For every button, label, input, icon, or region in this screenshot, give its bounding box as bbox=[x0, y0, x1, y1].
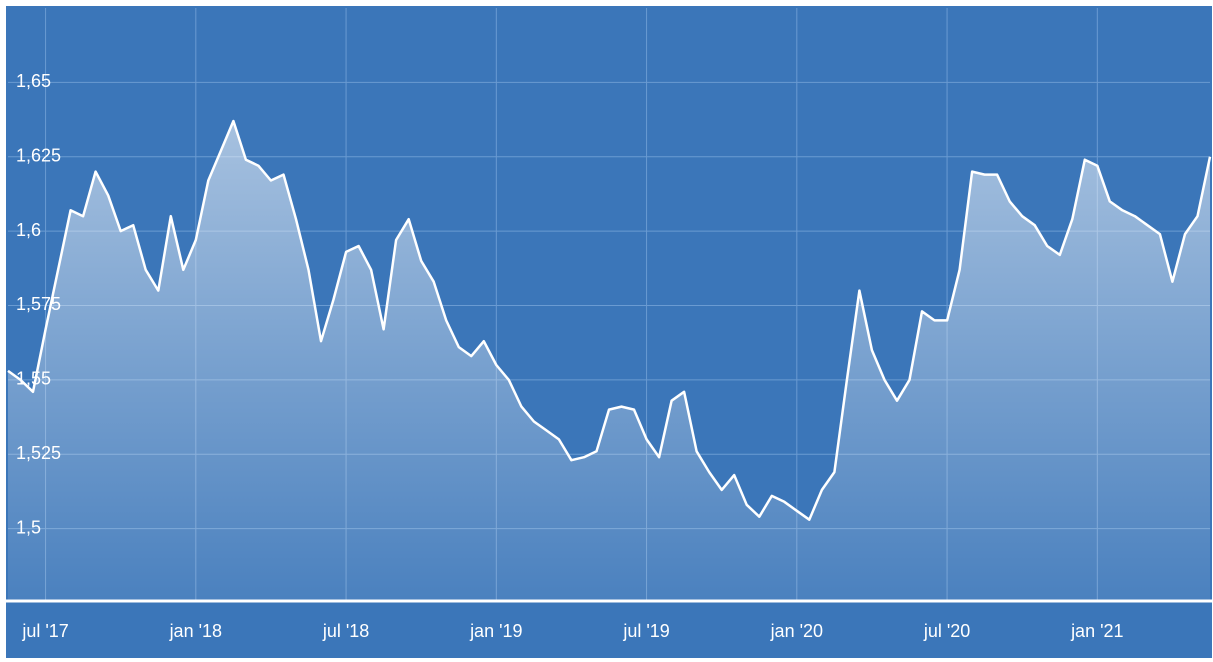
y-tick-label: 1,6 bbox=[16, 220, 41, 240]
plot bbox=[7, 119, 1212, 600]
x-tick-label: jul '19 bbox=[622, 621, 669, 641]
x-tick-label: jan '18 bbox=[169, 621, 222, 641]
y-tick-label: 1,575 bbox=[16, 294, 61, 314]
x-tick-label: jul '17 bbox=[21, 621, 68, 641]
y-tick-label: 1,625 bbox=[16, 145, 61, 165]
x-tick-label: jan '21 bbox=[1070, 621, 1123, 641]
y-tick-label: 1,65 bbox=[16, 71, 51, 91]
x-tick-label: jan '19 bbox=[469, 621, 522, 641]
area bbox=[8, 121, 1210, 600]
labels: 1,5 1,525 1,55 1,575 1,6 1,625 1,65 jul '17 jan … bbox=[16, 71, 1124, 641]
x-tick-label: jul '20 bbox=[923, 621, 970, 641]
x-tick-label: jul '18 bbox=[322, 621, 369, 641]
x-tick-label: jan '20 bbox=[770, 621, 823, 641]
y-tick-label: 1,525 bbox=[16, 443, 61, 463]
y-tick-label: 1,5 bbox=[16, 517, 41, 537]
y-tick-label: 1,55 bbox=[16, 369, 51, 389]
line bbox=[7, 119, 1212, 521]
